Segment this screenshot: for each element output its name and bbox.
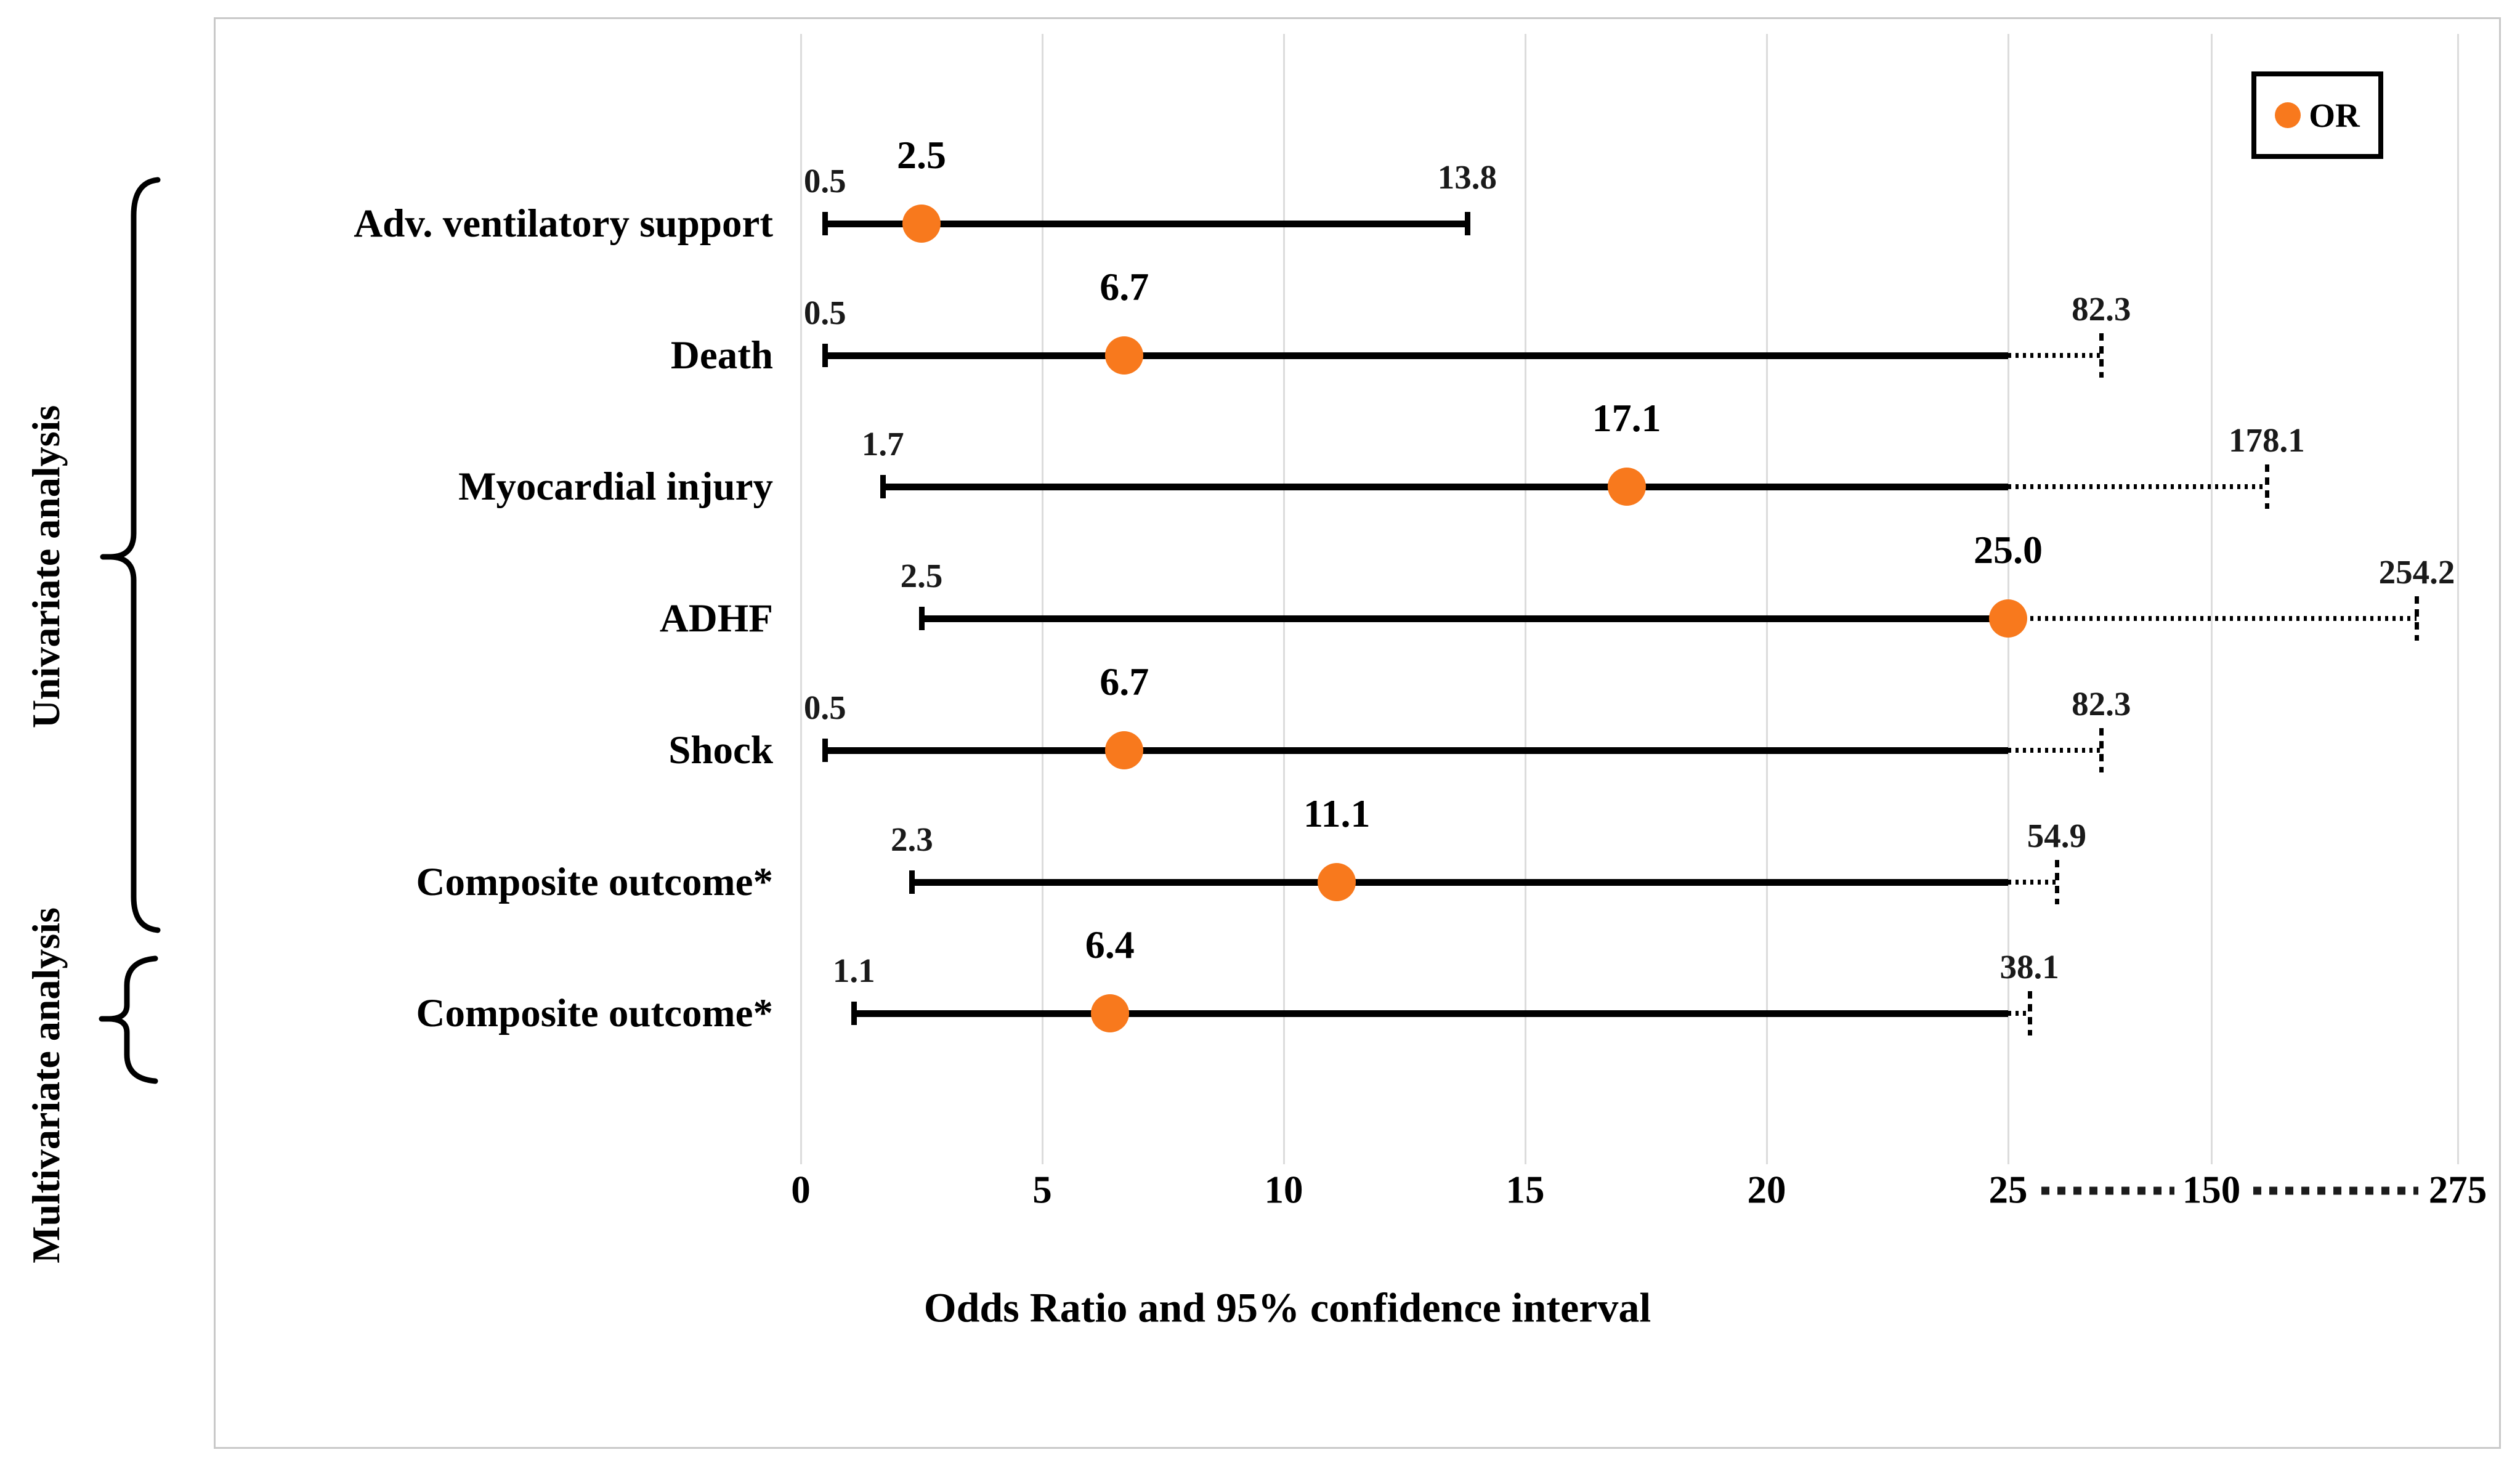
x-axis-tick-label: 25 <box>1988 1168 2028 1212</box>
or-value-label: 11.1 <box>1303 791 1371 835</box>
multivariate-brace <box>99 955 158 1084</box>
gridline <box>2457 34 2459 1164</box>
gridline <box>1042 34 1043 1164</box>
ci-lower-label: 0.5 <box>803 162 846 200</box>
ci-lower-label: 0.5 <box>803 293 846 331</box>
legend-label: OR <box>2309 96 2360 134</box>
category-label: Composite outcome* <box>416 859 773 904</box>
or-point <box>902 205 941 243</box>
x-axis-tick-label: 0 <box>791 1168 811 1212</box>
ci-cap-upper-dashed <box>2027 991 2032 1036</box>
ci-upper-label: 54.9 <box>2027 816 2087 854</box>
ci-cap-lower <box>851 1002 857 1026</box>
ci-cap-lower <box>822 738 829 762</box>
plot-frame <box>214 17 2501 1449</box>
ci-lower-label: 1.1 <box>832 952 875 990</box>
ci-lower-label: 2.5 <box>900 557 943 595</box>
ci-line-solid <box>854 1010 2008 1018</box>
ci-line-solid <box>912 878 2008 886</box>
ci-cap-upper-dashed <box>2099 333 2104 378</box>
or-point <box>1318 862 1356 901</box>
or-point <box>1105 336 1144 375</box>
group-label-multivariate: Multivariate analysis <box>24 907 68 1263</box>
gridline <box>2211 34 2213 1164</box>
ci-upper-label: 38.1 <box>1999 948 2059 986</box>
ci-line-dotted <box>2008 484 2267 490</box>
ci-lower-label: 0.5 <box>803 688 846 726</box>
category-label: ADHF <box>659 596 773 641</box>
ci-lower-label: 1.7 <box>861 425 904 463</box>
or-point <box>1105 731 1144 769</box>
or-point <box>1989 599 2027 638</box>
ci-line-solid <box>825 747 2008 754</box>
ci-line-solid <box>922 615 2008 623</box>
gridline <box>2007 34 2009 1164</box>
ci-line-solid <box>825 352 2008 359</box>
group-label-univariate: Univariate analysis <box>24 405 68 729</box>
category-label: Composite outcome* <box>416 991 773 1036</box>
or-value-label: 6.7 <box>1100 659 1149 703</box>
or-value-label: 2.5 <box>897 133 946 177</box>
or-value-label: 6.4 <box>1085 923 1135 967</box>
gridline <box>800 34 802 1164</box>
axis-break-dots <box>2253 1186 2418 1195</box>
ci-cap-lower <box>822 343 829 367</box>
gridline <box>1766 34 1768 1164</box>
ci-cap-lower <box>822 212 829 235</box>
ci-cap-upper-dashed <box>2099 727 2104 772</box>
ci-cap-upper-dashed <box>2054 859 2059 904</box>
category-label: Death <box>670 333 773 378</box>
x-axis-tick-label: 20 <box>1747 1168 1786 1212</box>
group-braces <box>99 177 161 1084</box>
category-label: Adv. ventilatory support <box>354 201 773 246</box>
ci-cap-upper-dashed <box>2264 464 2269 509</box>
ci-line-dotted <box>2008 879 2057 885</box>
ci-line-dotted <box>2008 352 2102 358</box>
x-axis-tick-label: 10 <box>1264 1168 1303 1212</box>
x-axis-tick-label: 5 <box>1032 1168 1052 1212</box>
x-axis-tick-label: 275 <box>2428 1168 2487 1212</box>
gridline <box>1283 34 1285 1164</box>
or-value-label: 25.0 <box>1974 528 2043 572</box>
or-point <box>1090 994 1129 1033</box>
ci-line-solid <box>825 221 1467 227</box>
axis-break-dots <box>2041 1186 2174 1195</box>
legend: OR <box>2251 71 2383 159</box>
ci-upper-label: 254.2 <box>2378 553 2455 591</box>
or-point <box>1607 468 1646 506</box>
ci-upper-label: 82.3 <box>2072 684 2131 723</box>
x-axis-tick-label: 15 <box>1505 1168 1545 1212</box>
univariate-brace <box>100 177 161 933</box>
ci-line-dotted <box>2008 616 2417 622</box>
ci-cap-lower <box>909 870 915 894</box>
ci-line-dotted <box>2008 747 2102 753</box>
ci-upper-label: 178.1 <box>2229 421 2305 460</box>
ci-upper-label: 82.3 <box>2072 290 2131 328</box>
or-marker-icon <box>2275 102 2301 128</box>
gridline <box>1525 34 1526 1164</box>
ci-upper-label: 13.8 <box>1437 158 1497 196</box>
x-axis-title: Odds Ratio and 95% confidence interval <box>923 1284 1651 1331</box>
ci-lower-label: 2.3 <box>890 820 933 858</box>
or-value-label: 17.1 <box>1592 396 1661 440</box>
category-label: Myocardial injury <box>458 464 773 509</box>
ci-cap-upper-dashed <box>2415 596 2420 641</box>
ci-cap-upper <box>1464 212 1470 235</box>
or-value-label: 6.7 <box>1100 264 1149 309</box>
category-label: Shock <box>668 727 773 772</box>
x-axis-tick-label: 150 <box>2182 1168 2241 1212</box>
ci-line-solid <box>883 484 2008 491</box>
ci-cap-lower <box>880 475 886 499</box>
ci-line-dotted <box>2008 1011 2030 1016</box>
ci-cap-lower <box>919 607 925 631</box>
